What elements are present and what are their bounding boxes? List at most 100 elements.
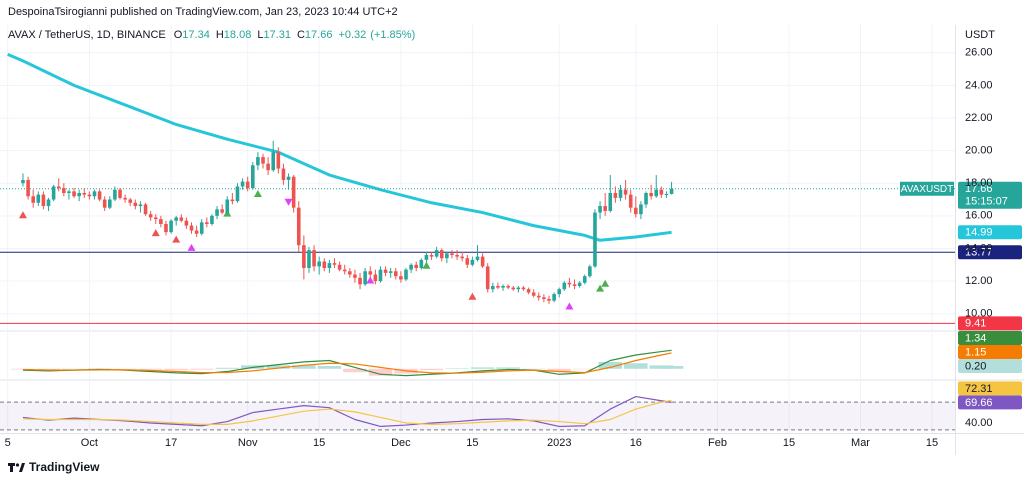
candle-body [322, 261, 327, 269]
candle-body [82, 192, 87, 195]
legend-value: 17.34 [182, 29, 210, 41]
candle-body [368, 271, 373, 275]
logo-shape [19, 463, 25, 472]
histogram-bar [164, 368, 188, 371]
candle-body [429, 254, 434, 257]
candle-body [623, 189, 628, 195]
moving-average-line [7, 52, 672, 242]
histogram-bar [572, 368, 597, 370]
signal-marker [565, 302, 574, 310]
candle-body [72, 191, 76, 197]
histogram-bar [419, 368, 444, 371]
legend-change-pct: (+1.85%) [370, 29, 415, 41]
candle-body [445, 253, 449, 259]
histogram-bar [445, 368, 469, 369]
y-tick-label: 10.00 [965, 308, 993, 320]
x-tick-label: 15 [926, 437, 938, 449]
candle-body [547, 299, 551, 301]
signal-marker [601, 279, 610, 287]
candle-body [634, 207, 638, 215]
candle-body [62, 188, 66, 193]
legend-key: L [257, 29, 263, 41]
candle-body [138, 204, 143, 207]
candle-body [302, 245, 306, 269]
candle-body [230, 199, 235, 202]
candle-body [261, 157, 265, 164]
legend-key: O [174, 29, 183, 41]
overlay-layer [0, 52, 955, 324]
histogram-bar [36, 368, 61, 370]
candle-body [521, 287, 526, 290]
candle-body [649, 192, 653, 197]
symbol-tag-box [900, 181, 954, 196]
legend-value: 17.31 [263, 29, 291, 41]
candle-body [220, 209, 224, 213]
candle-body [516, 287, 521, 290]
candle-body [56, 186, 61, 189]
candle-body [572, 284, 577, 286]
y-tick-label: 12.00 [965, 275, 993, 287]
histogram-bar [11, 368, 35, 370]
price-label-box [958, 225, 1022, 240]
candle-body [593, 212, 597, 267]
price-label-box [958, 331, 1022, 346]
candle-body [332, 263, 337, 265]
candle-body [501, 285, 505, 288]
candle-body [506, 285, 510, 288]
candle-body [598, 206, 602, 213]
y-tick-label: 20.00 [965, 144, 993, 156]
y-tick-label: 22.00 [965, 112, 993, 124]
candle-body [205, 222, 209, 224]
price-label-box [958, 359, 1022, 374]
candle-body [480, 256, 485, 267]
candle-body [210, 215, 214, 224]
signal-marker [253, 189, 262, 197]
candle-body [460, 256, 464, 259]
candle-body [491, 285, 495, 290]
countdown-label: 15:15:07 [965, 196, 1008, 208]
x-tick-label: 16 [630, 437, 642, 449]
x-tick-label: Oct [81, 437, 98, 449]
signal-marker [284, 198, 293, 206]
signal-marker [172, 235, 181, 243]
grid-layer [0, 25, 955, 433]
x-tick-label: 15 [783, 437, 795, 449]
signal-marker [422, 261, 431, 269]
price-label: 1.34 [965, 332, 986, 344]
candle-body [603, 206, 607, 211]
candle-body [373, 274, 378, 282]
histogram-bar [215, 367, 240, 369]
candle-body [465, 258, 470, 265]
macd-pane [11, 349, 684, 377]
signal-marker [596, 284, 605, 292]
legend: AVAX / TetherUS, 1D, BINANCE O17.34 H18.08… [8, 29, 415, 41]
histogram-bar [138, 368, 163, 370]
candle-body [659, 189, 664, 195]
x-tick-label: Mar [851, 437, 870, 449]
last-price-label: 17.66 [965, 183, 993, 195]
candle-body [363, 271, 367, 285]
candle-body [266, 163, 270, 171]
candle-body [353, 274, 357, 278]
candle-body [562, 282, 567, 290]
candle-body [588, 266, 592, 277]
y-tick-label: 14.00 [965, 242, 993, 254]
x-tick-label: 5 [5, 437, 11, 449]
price-label-box [958, 316, 1022, 331]
candle-body [455, 254, 459, 257]
y-tick-label: 40.00 [965, 417, 993, 429]
candle-body [582, 276, 587, 283]
candle-body [245, 181, 250, 189]
candle-body [327, 263, 332, 269]
histogram-bar [343, 368, 367, 373]
histogram-bar [598, 361, 623, 369]
logo: TradingView [8, 460, 100, 474]
signal-marker [468, 292, 477, 300]
candle-body [194, 230, 199, 234]
price-label: 13.77 [965, 247, 993, 259]
candle-body [348, 271, 352, 275]
candle-body [567, 282, 572, 285]
logo-shape [15, 463, 20, 467]
histogram-bar [317, 366, 342, 369]
candle-body [26, 179, 30, 197]
